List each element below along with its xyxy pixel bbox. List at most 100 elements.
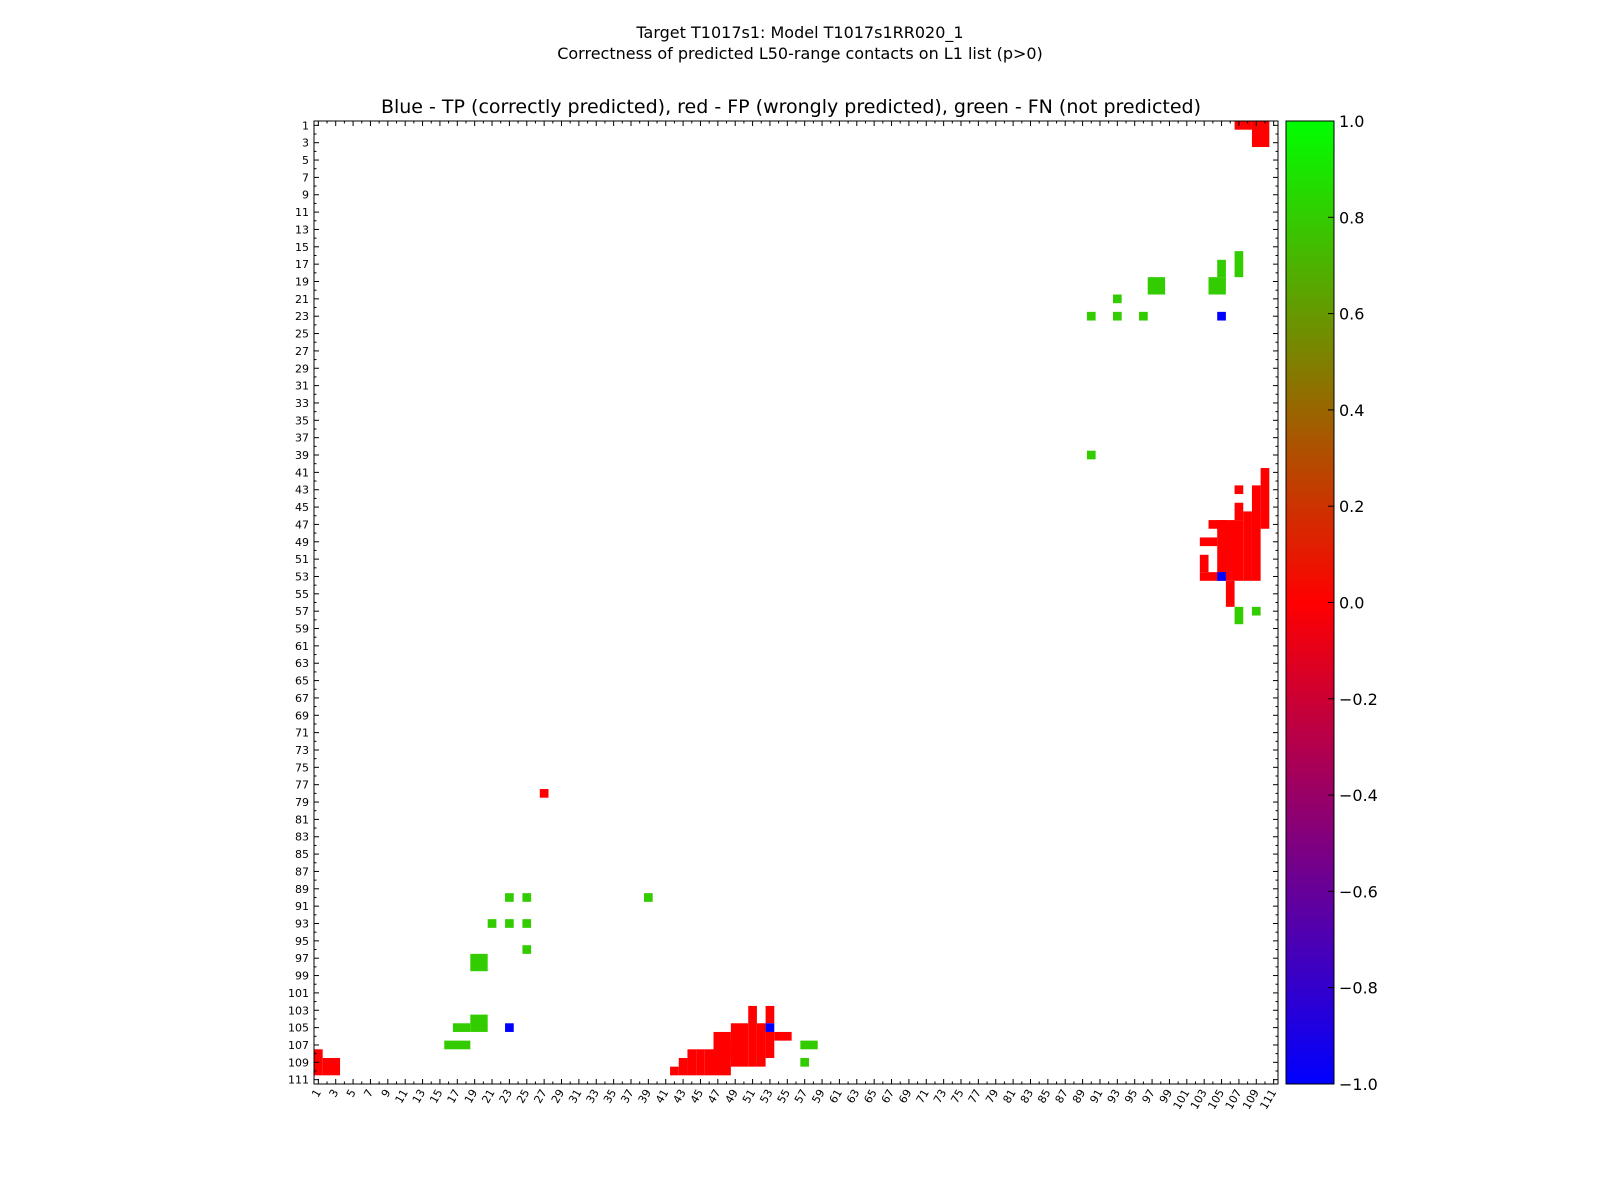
x-tick-label: 13 bbox=[410, 1087, 428, 1106]
colorbar-tick-label: 0.2 bbox=[1339, 497, 1364, 516]
tp-cell bbox=[765, 1023, 775, 1032]
y-tick-label: 61 bbox=[295, 640, 309, 653]
fn-cell bbox=[1234, 251, 1244, 278]
x-tick-label: 95 bbox=[1122, 1087, 1140, 1106]
y-tick-label: 1 bbox=[302, 119, 309, 132]
x-tick-label: 33 bbox=[584, 1087, 602, 1106]
y-axis-tick-labels: 1357911131517192123252729313335373941434… bbox=[288, 119, 309, 1086]
fp-cell bbox=[1199, 537, 1218, 547]
x-tick-label: 77 bbox=[966, 1087, 984, 1106]
x-tick-label: 37 bbox=[618, 1087, 636, 1106]
x-tick-label: 71 bbox=[914, 1087, 932, 1106]
fp-cell bbox=[1243, 511, 1252, 581]
fp-cell bbox=[687, 1049, 697, 1076]
x-tick-label: 3 bbox=[327, 1087, 342, 1100]
chart-subtitle: Blue - TP (correctly predicted), red - F… bbox=[381, 96, 1201, 118]
x-tick-label: 51 bbox=[740, 1087, 758, 1106]
y-tick-label: 55 bbox=[295, 588, 309, 601]
colorbar-tick-label: −0.4 bbox=[1339, 786, 1378, 805]
x-tick-label: 41 bbox=[653, 1087, 671, 1106]
x-tick-label: 91 bbox=[1087, 1087, 1105, 1106]
x-tick-label: 55 bbox=[775, 1087, 793, 1106]
fp-cell bbox=[539, 789, 549, 798]
y-tick-label: 95 bbox=[295, 935, 309, 948]
fp-cell bbox=[1208, 520, 1226, 529]
x-tick-label: 57 bbox=[792, 1087, 810, 1106]
y-tick-label: 87 bbox=[295, 865, 309, 878]
x-tick-label: 79 bbox=[983, 1087, 1001, 1106]
x-tick-label: 11 bbox=[393, 1087, 411, 1106]
y-tick-label: 45 bbox=[295, 501, 309, 514]
y-tick-label: 3 bbox=[302, 137, 309, 150]
y-tick-label: 27 bbox=[295, 345, 309, 358]
x-tick-label: 25 bbox=[514, 1087, 532, 1106]
fn-cell bbox=[522, 893, 532, 902]
y-tick-label: 93 bbox=[295, 918, 309, 931]
y-tick-label: 43 bbox=[295, 484, 309, 497]
tp-cell bbox=[1217, 572, 1226, 581]
fp-cell bbox=[1234, 502, 1244, 521]
y-tick-label: 65 bbox=[295, 675, 309, 688]
y-tick-label: 47 bbox=[295, 518, 309, 531]
chart-title-line1: Target T1017s1: Model T1017s1RR020_1 bbox=[635, 23, 963, 43]
x-tick-label: 35 bbox=[601, 1087, 619, 1106]
colorbar-tick-label: 0.4 bbox=[1339, 401, 1364, 420]
x-tick-label: 19 bbox=[462, 1087, 480, 1106]
x-tick-label: 69 bbox=[896, 1087, 914, 1106]
x-tick-label: 27 bbox=[531, 1087, 549, 1106]
y-tick-label: 99 bbox=[295, 970, 309, 983]
y-tick-label: 83 bbox=[295, 831, 309, 844]
y-tick-label: 35 bbox=[295, 414, 309, 427]
tp-cell bbox=[505, 1023, 514, 1032]
fp-cell bbox=[1217, 520, 1244, 581]
colorbar-tick-label: −0.6 bbox=[1339, 882, 1378, 901]
x-tick-label: 1 bbox=[309, 1087, 324, 1100]
y-tick-label: 11 bbox=[295, 206, 309, 219]
fp-cell bbox=[756, 1023, 766, 1067]
y-tick-label: 41 bbox=[295, 466, 309, 479]
x-tick-label: 65 bbox=[862, 1087, 880, 1106]
fn-cell bbox=[1234, 606, 1244, 625]
y-tick-label: 59 bbox=[295, 623, 309, 636]
y-tick-label: 15 bbox=[295, 241, 309, 254]
fn-cell bbox=[1208, 277, 1226, 295]
y-tick-label: 89 bbox=[295, 883, 309, 896]
colorbar-tick-label: 0.8 bbox=[1339, 208, 1364, 227]
fp-cell bbox=[1199, 572, 1218, 581]
fn-cell bbox=[1112, 311, 1122, 321]
x-tick-label: 43 bbox=[670, 1087, 688, 1106]
x-tick-label: 7 bbox=[361, 1087, 376, 1100]
y-tick-label: 53 bbox=[295, 570, 309, 583]
x-tick-label: 75 bbox=[948, 1087, 966, 1106]
fp-cell bbox=[696, 1049, 705, 1076]
y-tick-label: 9 bbox=[302, 189, 309, 202]
x-tick-label: 101 bbox=[1171, 1087, 1193, 1112]
x-tick-label: 67 bbox=[879, 1087, 897, 1106]
x-tick-label: 89 bbox=[1070, 1087, 1088, 1106]
y-tick-label: 103 bbox=[288, 1004, 309, 1017]
fn-cell bbox=[1217, 259, 1226, 278]
colorbar bbox=[1285, 120, 1335, 1085]
x-tick-label: 73 bbox=[931, 1087, 949, 1106]
y-tick-label: 71 bbox=[295, 727, 309, 740]
x-tick-label: 111 bbox=[1257, 1087, 1279, 1112]
fp-cell bbox=[1225, 580, 1235, 607]
fn-cell bbox=[522, 945, 532, 954]
y-tick-label: 23 bbox=[295, 310, 309, 323]
y-tick-label: 63 bbox=[295, 657, 309, 670]
x-tick-label: 63 bbox=[844, 1087, 862, 1106]
x-tick-label: 109 bbox=[1240, 1087, 1262, 1112]
fp-cell bbox=[322, 1057, 341, 1076]
y-tick-label: 67 bbox=[295, 692, 309, 705]
y-tick-label: 101 bbox=[288, 987, 309, 1000]
axis-ticks bbox=[314, 121, 1278, 1084]
fp-cell bbox=[1234, 485, 1244, 495]
fn-cell bbox=[800, 1040, 818, 1050]
x-tick-label: 93 bbox=[1105, 1087, 1123, 1106]
x-tick-label: 17 bbox=[445, 1087, 463, 1106]
fp-cell bbox=[678, 1057, 688, 1076]
x-tick-label: 99 bbox=[1157, 1087, 1175, 1106]
fn-cell bbox=[470, 953, 488, 972]
fp-cell bbox=[1251, 485, 1261, 581]
y-tick-label: 13 bbox=[295, 223, 309, 236]
